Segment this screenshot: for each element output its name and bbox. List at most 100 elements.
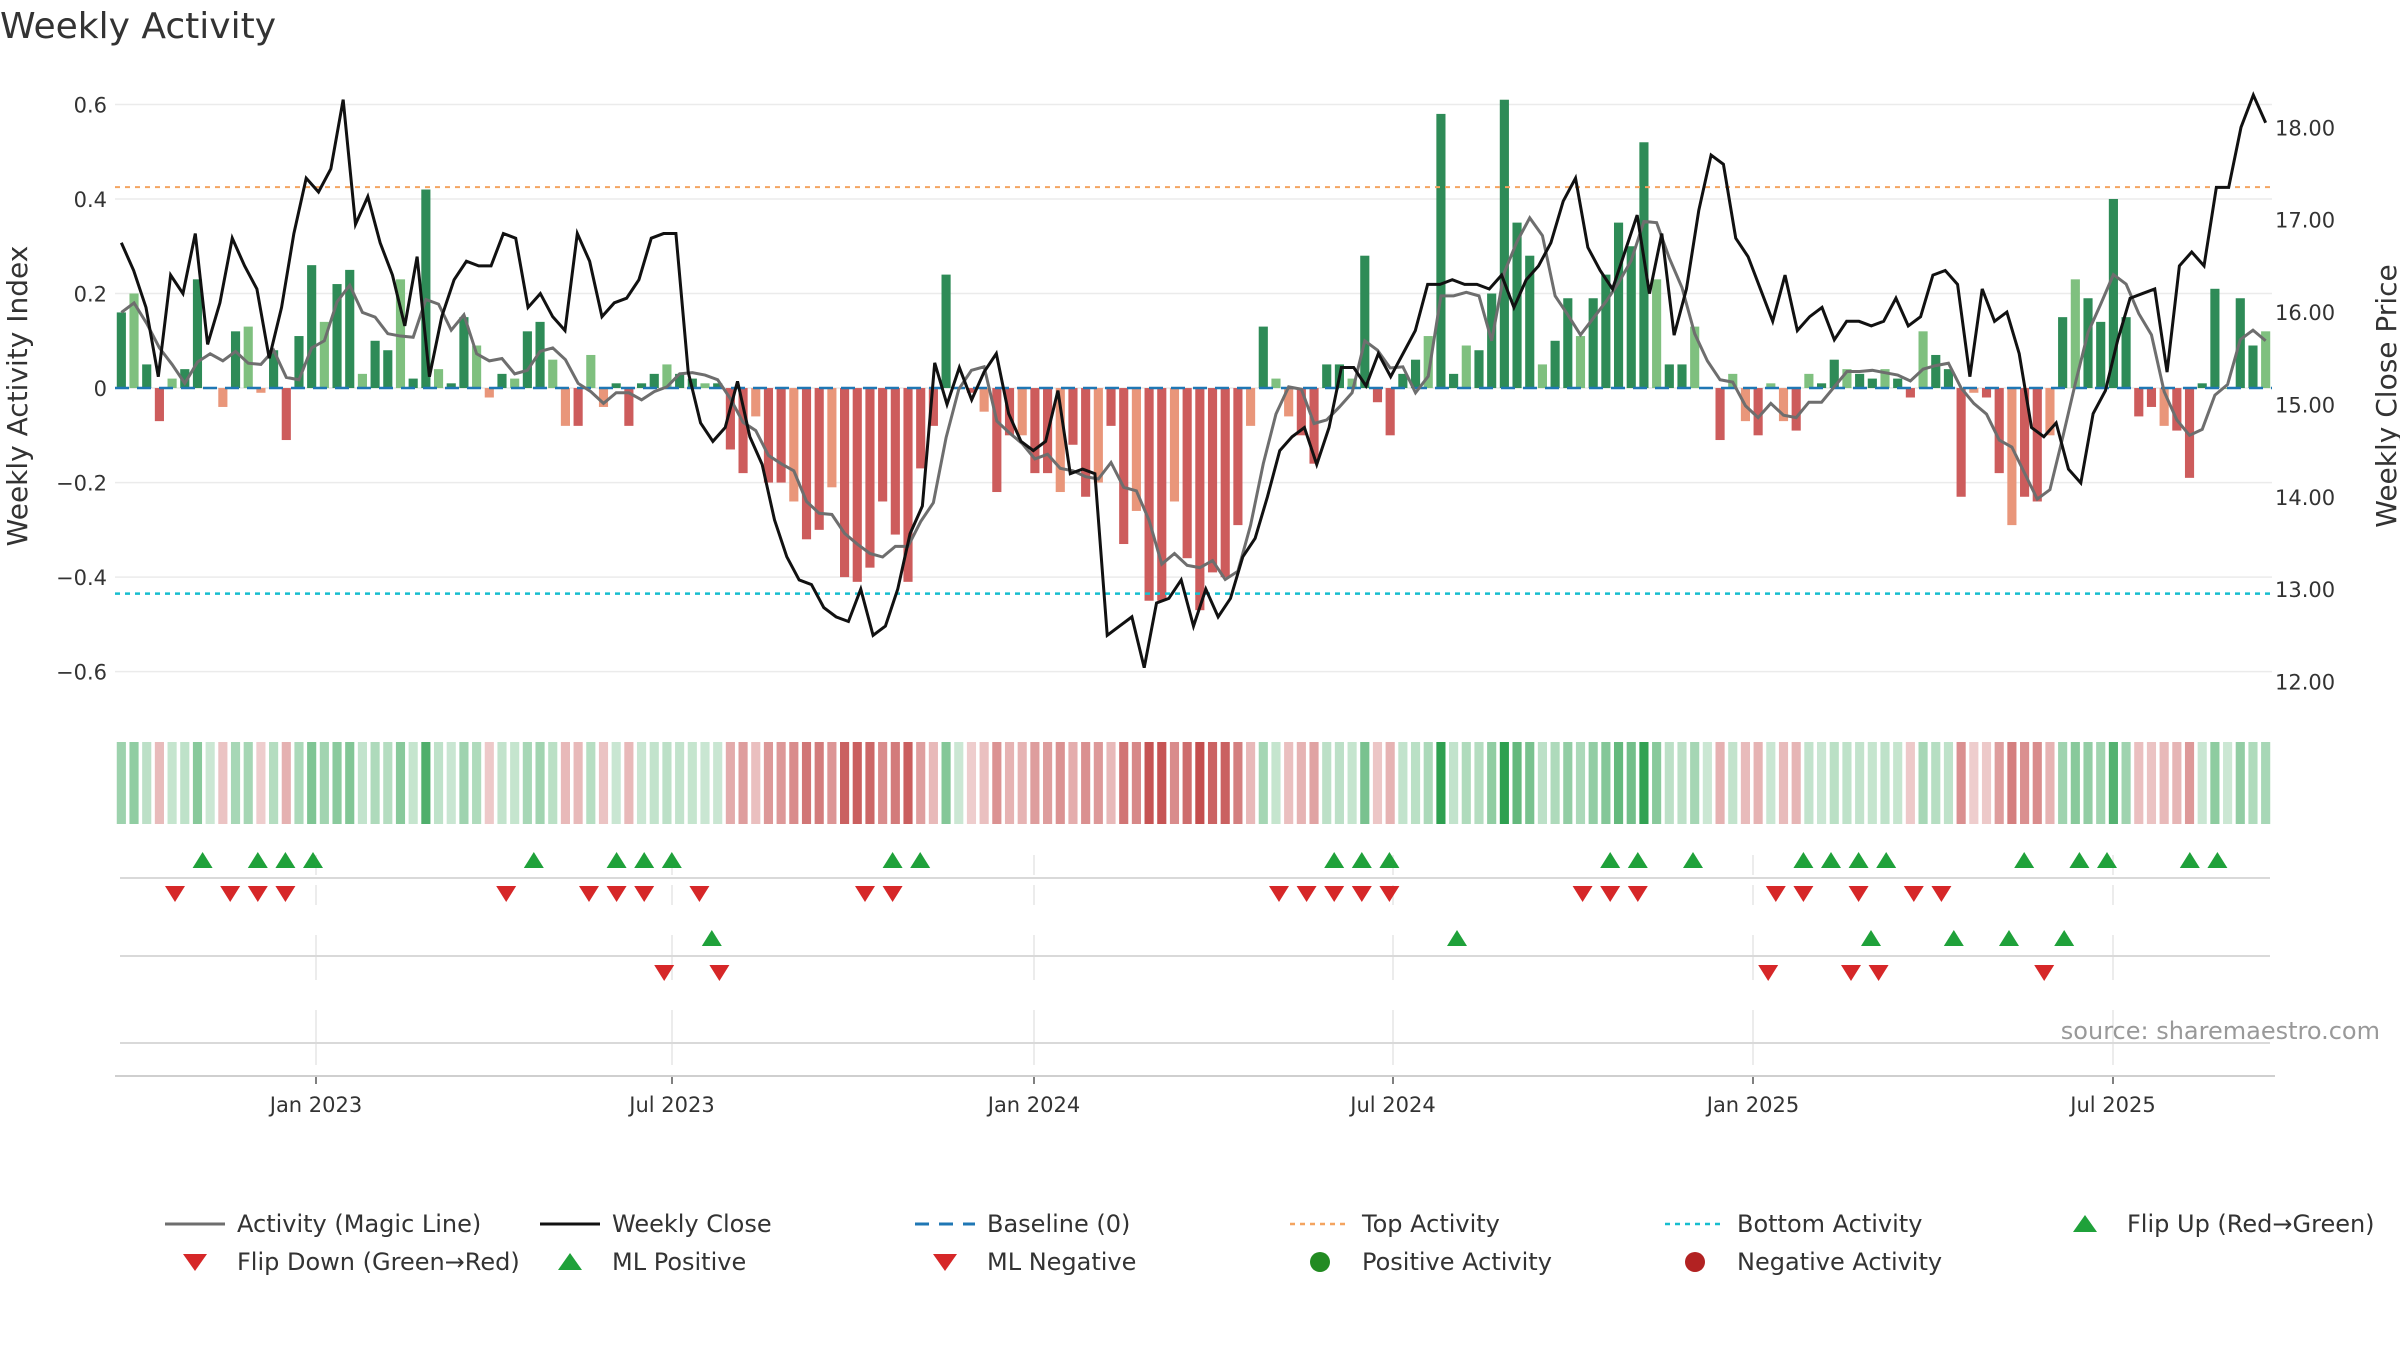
activity-bar xyxy=(1791,388,1801,431)
legend-swatch xyxy=(183,1254,207,1271)
heat-cell xyxy=(1068,742,1078,824)
activity-bar xyxy=(522,331,532,389)
activity-bar xyxy=(611,383,621,389)
heat-cell xyxy=(649,742,659,824)
activity-bar xyxy=(1816,383,1827,389)
activity-bar xyxy=(1829,359,1839,389)
activity-bar xyxy=(2096,321,2106,389)
y2-tick-label: 16.00 xyxy=(2275,301,2335,325)
heat-cell xyxy=(281,742,291,824)
activity-bar xyxy=(230,331,241,389)
flip-up-marker xyxy=(1379,852,1400,868)
heat-cell xyxy=(890,742,900,824)
heat-cell xyxy=(230,742,241,824)
flip-up-marker xyxy=(1683,852,1703,868)
heat-cell xyxy=(624,742,634,824)
activity-bar xyxy=(713,383,723,389)
activity-bar xyxy=(129,293,139,389)
y-tick-label: 0.4 xyxy=(74,188,107,212)
activity-bar xyxy=(2007,388,2017,526)
heat-cell xyxy=(1093,742,1103,824)
heat-cell xyxy=(1436,742,1446,824)
heat-cell xyxy=(433,742,444,824)
activity-bar xyxy=(1169,388,1180,502)
flip-up-marker xyxy=(1848,852,1869,868)
activity-bar xyxy=(624,388,634,426)
heat-cell xyxy=(814,742,824,824)
heat-cell xyxy=(345,742,355,824)
legend-label: Negative Activity xyxy=(1737,1248,1942,1276)
activity-bar xyxy=(662,364,672,389)
ml-negative-marker xyxy=(709,965,730,981)
flip-up-marker xyxy=(192,852,213,868)
heat-cell xyxy=(1144,742,1154,824)
activity-bar xyxy=(1842,369,1852,389)
heat-cell xyxy=(675,742,685,824)
flip-up-marker xyxy=(1876,852,1897,868)
flip-up-marker xyxy=(1324,852,1345,868)
activity-bar xyxy=(1423,336,1433,389)
heat-cell xyxy=(1322,742,1332,824)
heat-cell xyxy=(1829,742,1839,824)
heat-cell xyxy=(497,742,507,824)
heat-cell xyxy=(2235,742,2245,824)
ml-positive-marker xyxy=(701,930,722,946)
flip-down-marker xyxy=(1600,886,1621,902)
activity-bar xyxy=(903,388,913,582)
heat-cell xyxy=(586,742,596,824)
heat-cell xyxy=(776,742,786,824)
heat-cell xyxy=(2045,742,2055,824)
flip-up-marker xyxy=(1821,852,1841,868)
heat-cell xyxy=(459,742,469,824)
activity-bar xyxy=(395,279,406,389)
activity-bar xyxy=(1918,331,1928,389)
activity-bar xyxy=(535,321,545,389)
activity-bars xyxy=(116,99,2271,611)
heat-cell xyxy=(1474,742,1484,824)
heat-cell xyxy=(154,742,164,824)
activity-bar xyxy=(1385,388,1395,436)
activity-bar xyxy=(294,336,304,389)
heat-cell xyxy=(1613,742,1624,824)
heat-cell xyxy=(1601,742,1611,824)
heat-cell xyxy=(1334,742,1344,824)
activity-bar xyxy=(243,326,253,389)
heat-cell xyxy=(1867,742,1877,824)
activity-bar xyxy=(573,388,583,426)
flip-down-marker xyxy=(496,886,517,902)
heat-cell xyxy=(1728,742,1738,824)
flip-down-marker xyxy=(606,886,627,902)
activity-bar xyxy=(1893,378,1903,389)
activity-bar xyxy=(852,388,862,582)
flip-down-marker xyxy=(689,886,710,902)
heat-cell xyxy=(1880,742,1890,824)
heat-cell xyxy=(1816,742,1827,824)
activity-bar xyxy=(1804,373,1814,389)
activity-bar xyxy=(801,388,812,540)
flip-down-marker xyxy=(1572,886,1593,902)
heat-cell xyxy=(522,742,532,824)
y-axis-label: Weekly Activity Index xyxy=(1,246,34,547)
y2-axis-label: Weekly Close Price xyxy=(2370,264,2400,527)
legend-label: Top Activity xyxy=(1361,1210,1500,1238)
activity-bar xyxy=(1537,364,1547,389)
heat-cell xyxy=(294,742,304,824)
activity-bar xyxy=(421,189,431,389)
legend-swatch xyxy=(933,1254,957,1271)
activity-bar xyxy=(1499,99,1509,389)
heat-cell xyxy=(446,742,456,824)
heat-cell xyxy=(1461,742,1471,824)
heat-cell xyxy=(1169,742,1180,824)
activity-bar xyxy=(2184,388,2195,478)
activity-bar xyxy=(142,364,152,389)
activity-bar xyxy=(840,388,850,578)
legend-label: ML Negative xyxy=(987,1248,1136,1276)
heat-cell xyxy=(852,742,862,824)
heat-cell xyxy=(1258,742,1268,824)
activity-bar xyxy=(789,388,799,502)
heat-cell xyxy=(573,742,583,824)
activity-bar xyxy=(1677,364,1687,389)
activity-bar xyxy=(878,388,888,502)
activity-bar xyxy=(2261,331,2271,389)
flip-up-marker xyxy=(2097,852,2117,868)
